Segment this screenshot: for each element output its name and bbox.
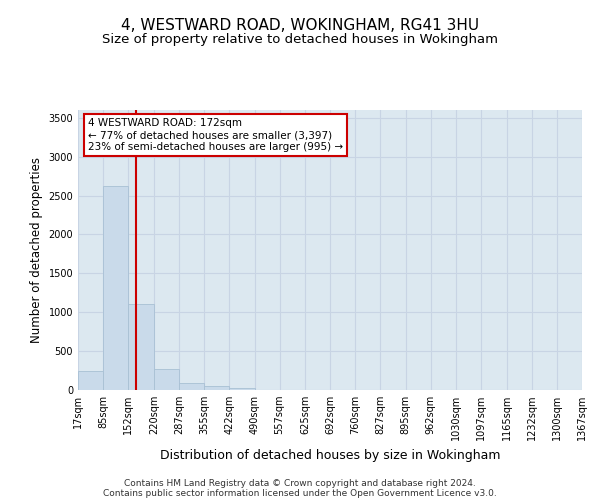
Bar — [179, 383, 204, 390]
Bar — [78, 370, 103, 390]
Text: Contains HM Land Registry data © Crown copyright and database right 2024.: Contains HM Land Registry data © Crown c… — [124, 478, 476, 488]
Y-axis label: Number of detached properties: Number of detached properties — [30, 157, 43, 343]
Text: Contains public sector information licensed under the Open Government Licence v3: Contains public sector information licen… — [103, 488, 497, 498]
Bar — [204, 386, 229, 390]
Text: 4, WESTWARD ROAD, WOKINGHAM, RG41 3HU: 4, WESTWARD ROAD, WOKINGHAM, RG41 3HU — [121, 18, 479, 32]
Bar — [229, 388, 254, 390]
Bar — [154, 370, 179, 390]
Text: Size of property relative to detached houses in Wokingham: Size of property relative to detached ho… — [102, 32, 498, 46]
Bar — [103, 186, 128, 390]
Bar — [128, 304, 154, 390]
X-axis label: Distribution of detached houses by size in Wokingham: Distribution of detached houses by size … — [160, 448, 500, 462]
Text: 4 WESTWARD ROAD: 172sqm
← 77% of detached houses are smaller (3,397)
23% of semi: 4 WESTWARD ROAD: 172sqm ← 77% of detache… — [88, 118, 343, 152]
